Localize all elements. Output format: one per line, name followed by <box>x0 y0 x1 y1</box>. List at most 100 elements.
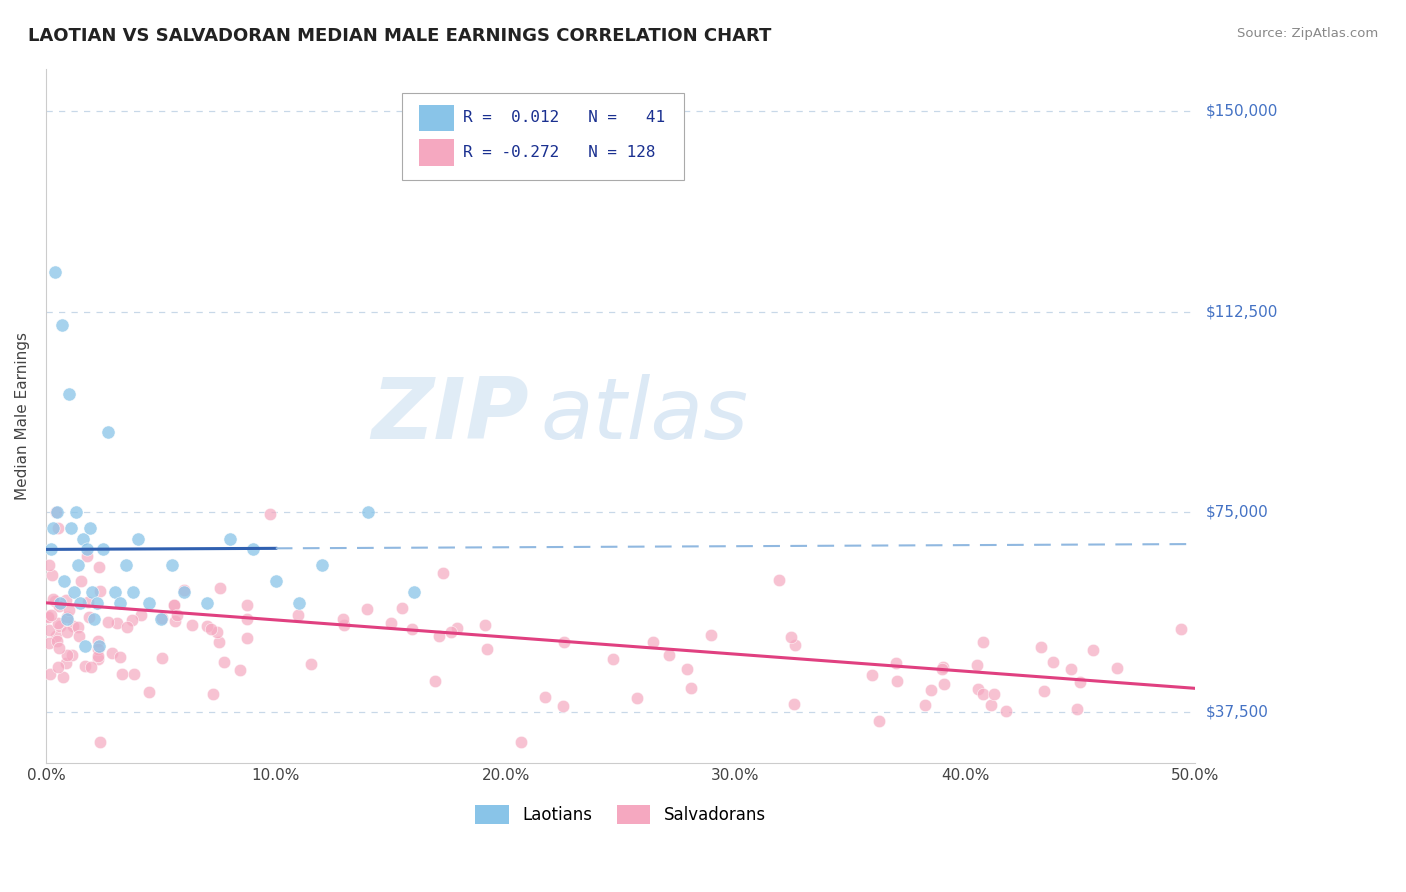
Point <box>860 667 883 681</box>
Legend: Laotians, Salvadorans: Laotians, Salvadorans <box>475 805 766 824</box>
Point <box>1066 702 1088 716</box>
Point <box>97 425 120 439</box>
Point <box>80 585 103 599</box>
Point <box>69 596 91 610</box>
Point <box>55 612 77 626</box>
Point <box>72 532 94 546</box>
Point <box>920 683 942 698</box>
Text: $112,500: $112,500 <box>1206 304 1278 319</box>
Point <box>38 635 60 649</box>
Point <box>48 640 70 655</box>
Point <box>195 596 218 610</box>
Point <box>641 634 664 648</box>
Point <box>108 649 131 664</box>
Point <box>52 670 75 684</box>
Point <box>62 585 84 599</box>
Point <box>333 618 356 632</box>
Point <box>785 638 807 652</box>
Text: $75,000: $75,000 <box>1206 505 1268 519</box>
Point <box>264 574 287 589</box>
Point <box>150 651 173 665</box>
Point <box>423 674 446 689</box>
Text: $150,000: $150,000 <box>1206 103 1278 119</box>
Point <box>1107 661 1129 675</box>
Point <box>127 532 149 546</box>
Point <box>163 599 186 613</box>
Bar <box>419 104 454 131</box>
Point <box>38 667 60 681</box>
Point <box>173 585 195 599</box>
Text: LAOTIAN VS SALVADORAN MEDIAN MALE EARNINGS CORRELATION CHART: LAOTIAN VS SALVADORAN MEDIAN MALE EARNIN… <box>28 27 772 45</box>
Point <box>440 625 463 640</box>
Text: Source: ZipAtlas.com: Source: ZipAtlas.com <box>1237 27 1378 40</box>
Point <box>980 698 1002 713</box>
Point <box>995 704 1018 718</box>
Point <box>150 611 173 625</box>
Point <box>972 635 994 649</box>
Y-axis label: Median Male Earnings: Median Male Earnings <box>15 332 30 500</box>
Point <box>1069 674 1091 689</box>
Point <box>46 521 69 535</box>
Text: ZIP: ZIP <box>371 375 529 458</box>
Point <box>676 662 699 676</box>
Point <box>73 639 96 653</box>
Point <box>195 618 218 632</box>
Point <box>966 658 988 673</box>
Point <box>401 622 423 636</box>
Point <box>1042 655 1064 669</box>
Point <box>75 659 97 673</box>
Point <box>44 593 66 607</box>
Bar <box>419 139 454 166</box>
Point <box>58 603 80 617</box>
Point <box>48 599 70 614</box>
Point <box>533 690 555 705</box>
Point <box>86 652 108 666</box>
Point <box>679 681 702 695</box>
Point <box>46 505 69 519</box>
Point <box>138 684 160 698</box>
Point <box>39 542 62 557</box>
Point <box>77 610 100 624</box>
Point <box>165 614 187 628</box>
Point <box>602 652 624 666</box>
Point <box>62 618 84 632</box>
Point <box>76 549 98 564</box>
Point <box>1031 640 1053 655</box>
Point <box>886 673 908 688</box>
Point <box>55 593 77 607</box>
Point <box>287 607 309 622</box>
Point <box>166 608 188 623</box>
Point <box>983 688 1005 702</box>
Point <box>162 558 184 573</box>
FancyBboxPatch shape <box>402 93 683 179</box>
Point <box>357 505 380 519</box>
Point <box>58 387 80 401</box>
Point <box>104 585 127 599</box>
Text: atlas: atlas <box>540 375 748 458</box>
Point <box>45 634 67 648</box>
Point <box>93 542 115 557</box>
Point <box>551 698 574 713</box>
Point <box>332 612 354 626</box>
Point <box>868 714 890 728</box>
Point <box>65 505 87 519</box>
Point <box>205 624 228 639</box>
Point <box>402 585 425 599</box>
Point <box>967 681 990 696</box>
Point <box>914 698 936 713</box>
Point <box>162 598 184 612</box>
Point <box>391 600 413 615</box>
Point <box>46 615 69 630</box>
Point <box>884 656 907 670</box>
Point <box>67 620 90 634</box>
Point <box>1081 643 1104 657</box>
Point <box>218 532 240 546</box>
Point <box>86 596 108 610</box>
Point <box>1033 683 1056 698</box>
Text: R = -0.272   N = 128: R = -0.272 N = 128 <box>463 145 655 160</box>
Point <box>236 632 259 646</box>
Point <box>37 609 59 624</box>
Point <box>46 660 69 674</box>
Point <box>228 663 250 677</box>
Point <box>208 581 231 595</box>
